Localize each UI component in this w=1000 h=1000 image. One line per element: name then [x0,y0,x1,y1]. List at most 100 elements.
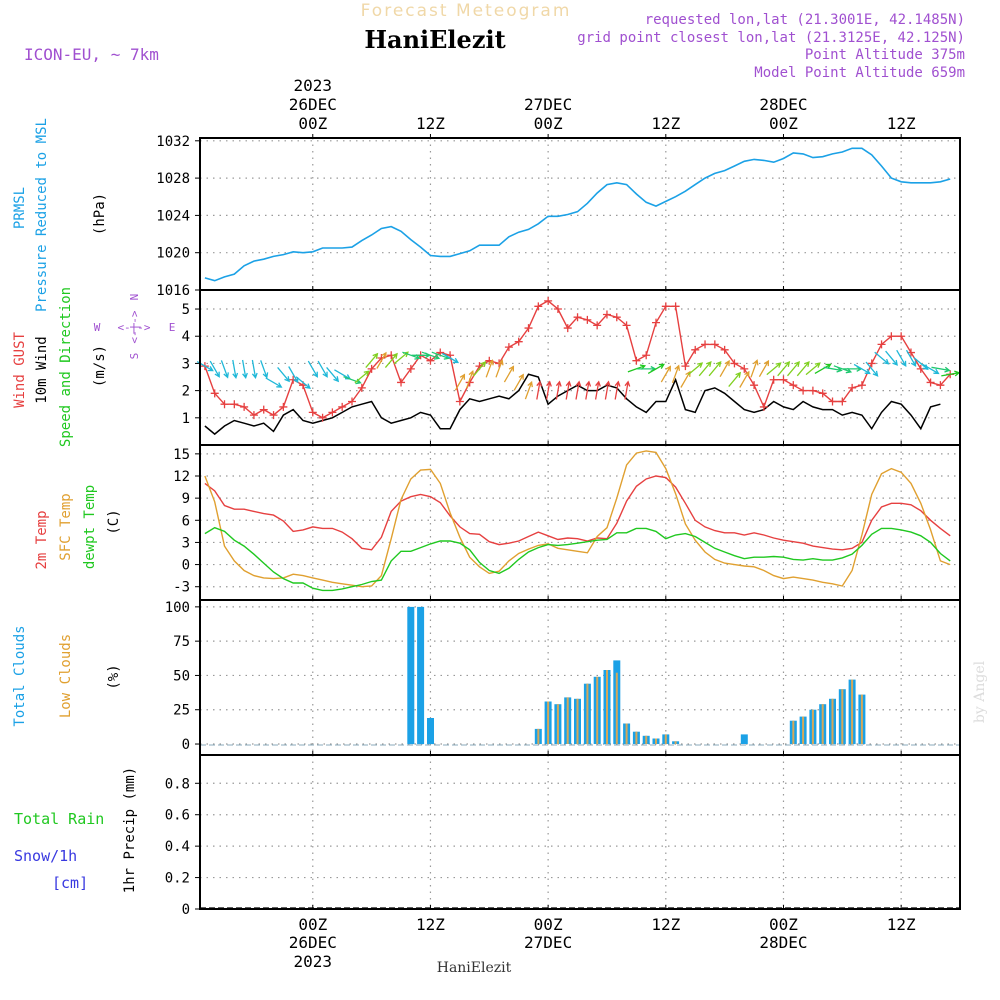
gust-marker [534,302,543,311]
wind-arrow [805,362,821,376]
wind-arrow [853,363,871,375]
footer-location: HaniElezit [437,960,512,976]
wind-arrow [232,359,239,380]
low-cloud-bar [851,679,854,745]
gust-marker [750,381,759,390]
y-tick-label: 12 [173,469,190,485]
gust-marker [338,402,347,411]
gust-marker [720,345,729,354]
location-title: HaniElezit [364,25,505,54]
gust-marker [710,340,719,349]
pressure-panel: 1016 1020 1024 1028 1032 [156,134,961,299]
dewpt-label: dewpt Temp [82,485,98,569]
wind-arrow [885,350,898,366]
gust-marker [730,359,739,368]
snow-label: Snow/1h [14,847,77,865]
gust-marker [779,375,788,384]
pressure-unit: (hPa) [92,193,108,235]
wind-arrow [796,360,810,377]
y-tick-label: 1020 [156,246,190,262]
y-tick-label: 50 [173,668,190,684]
precip-unit: 1hr Precip (mm) [122,767,138,893]
wind-arrow [896,349,907,367]
gust-marker [701,340,710,349]
compass-s: S [128,353,141,360]
cloud-axis-labels: Total Clouds Low Clouds (%) [12,625,122,726]
gust-marker [544,296,553,305]
temp-unit: (C) [106,509,122,534]
wind-arrow [604,380,611,400]
gust-marker [279,402,288,411]
precip-axis-labels: Total Rain Snow/1h [cm] 1hr Precip (mm) [14,767,138,893]
wind-arrow [376,351,387,369]
time-label-hour: 12Z [416,114,445,133]
time-label-hour: 12Z [651,114,680,133]
temp2m-label: 2m Temp [34,510,50,569]
total-cloud-bar [427,718,434,745]
y-tick-label: 0 [182,737,190,753]
total-cloud-bar [740,734,748,744]
low-cloud-bar [792,720,795,744]
wind-arrow [536,380,543,400]
gust-marker [612,313,621,322]
gust-marker [936,381,945,390]
wind-arrow [575,380,582,400]
gust-marker [357,383,366,392]
time-label-hour: 00Z [534,114,563,133]
product-title: Forecast Meteogram [361,1,572,21]
gust-marker [857,381,866,390]
gust-marker [808,386,817,395]
gust-marker [573,313,582,322]
low-cloud-bar [586,683,589,745]
cloud-unit: (%) [106,664,122,689]
wind-arrow [624,380,631,400]
gust-marker [740,364,749,373]
gust-marker [681,362,690,371]
wind-arrow [307,360,318,378]
pressure-label-1: PRMSL [12,187,28,229]
gust-marker [642,351,651,360]
snow-unit: [cm] [52,874,88,892]
low-cloud-bar [655,738,657,744]
wind-arrow [265,377,283,388]
gridpoint-coords: grid point closest lon,lat (21.3125E, 42… [577,30,965,46]
gust-marker [240,402,249,411]
panel-bg [200,138,960,290]
y-tick-label: 25 [173,703,190,719]
gust-marker [230,400,239,409]
wind-arrow [485,359,494,378]
low-cloud-bar [625,723,628,745]
wind-arrow [473,360,487,377]
gust-marker [504,343,513,352]
y-tick-label: 75 [173,634,190,650]
wind-arrow [739,370,750,388]
wind-arrow [931,366,951,373]
y-tick-label: -3 [173,580,190,596]
time-label-date: 28DEC [759,95,807,114]
low-cloud-bar [645,735,648,744]
wind-arrow [384,352,398,369]
panel-bg [200,445,960,600]
y-tick-label: 100 [165,600,190,616]
compass-arrows-v: <-|-> [128,310,141,343]
wind-arrow [614,380,621,400]
gust-marker [328,408,337,417]
wind-arrow [585,380,592,400]
gust-marker [269,411,278,420]
pressure-line [204,147,951,282]
time-label-date: 26DEC [289,95,337,114]
total-rain-label: Total Rain [14,810,104,828]
gust-marker [514,337,523,346]
wind-arrow [454,373,466,391]
gust-marker [210,389,219,398]
sfc-temp-line [204,450,951,588]
compass-n: N [128,294,141,301]
wind-arrow [441,352,460,364]
y-tick-label: 9 [182,491,190,507]
gust-marker [759,402,768,411]
wind-arrow [823,366,843,373]
panel-bg [200,755,960,909]
wind-unit: (m/s) [92,345,108,387]
wind-speed-line [204,373,941,436]
wind-arrow [209,360,220,378]
